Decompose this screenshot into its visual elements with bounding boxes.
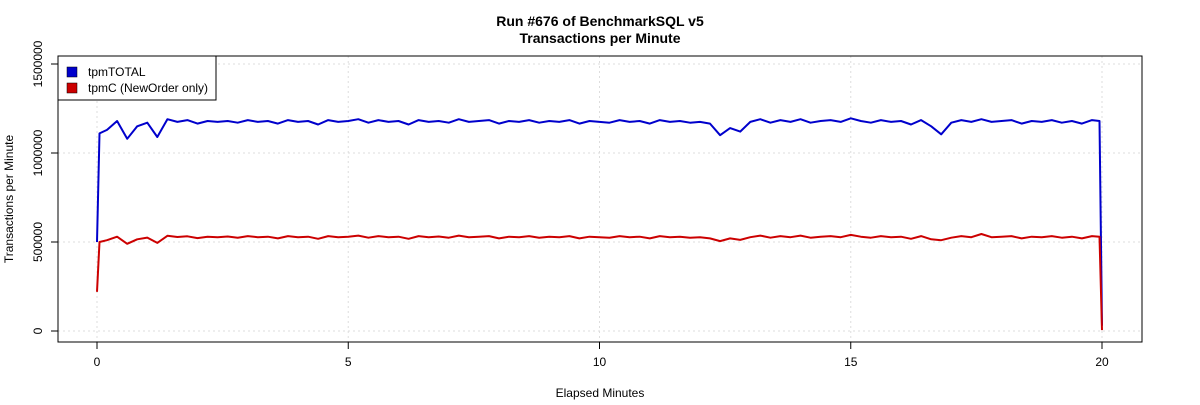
plot-frame: [57, 55, 1143, 343]
x-tick-label: 20: [1095, 355, 1109, 369]
x-axis: 0 5 10 15 20: [94, 342, 1109, 369]
legend-swatch-tpmtotal: [66, 66, 78, 78]
y-tick-label: 500000: [31, 222, 45, 262]
y-tick-label: 1500000: [31, 40, 45, 87]
series-lines: [96, 117, 1103, 331]
x-axis-label: Elapsed Minutes: [556, 386, 645, 400]
chart-title: Run #676 of BenchmarkSQL v5: [496, 13, 704, 29]
x-tick-label: 10: [593, 355, 607, 369]
grid: [58, 56, 1142, 342]
legend-box: [57, 55, 217, 101]
chart-subtitle: Transactions per Minute: [519, 30, 680, 46]
legend: tpmTOTAL tpmC (NewOrder only): [57, 55, 217, 101]
legend-label-tpmtotal: tpmTOTAL: [88, 65, 146, 79]
legend-swatch-tpmc: [66, 82, 78, 94]
y-tick-label: 1000000: [31, 129, 45, 176]
x-tick-label: 0: [94, 355, 101, 369]
x-tick-label: 15: [844, 355, 858, 369]
y-tick-label: 0: [31, 327, 45, 334]
x-tick-label: 5: [345, 355, 352, 369]
series-line-tpmc: [96, 233, 1103, 331]
series-line-tpmtotal: [96, 117, 1103, 326]
y-axis-label: Transactions per Minute: [2, 135, 16, 264]
y-axis: 0 500000 1000000 1500000: [31, 40, 58, 334]
legend-label-tpmc: tpmC (NewOrder only): [88, 81, 208, 95]
